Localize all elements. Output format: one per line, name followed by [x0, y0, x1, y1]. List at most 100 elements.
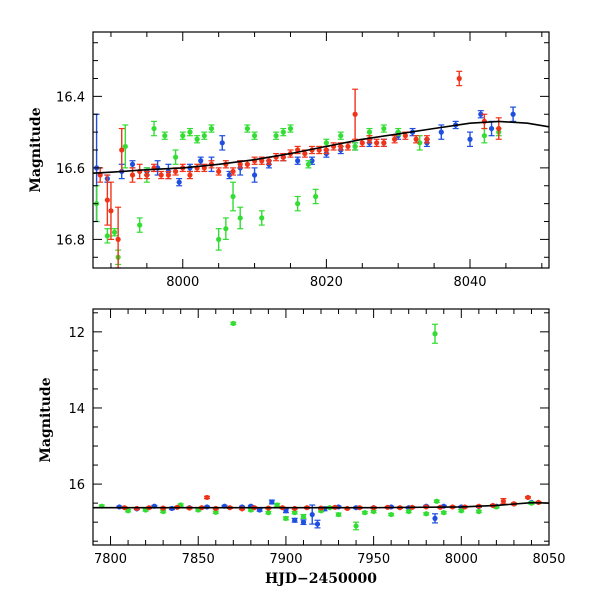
bottom-x-tick-label: 7950 [357, 552, 390, 567]
data-point [300, 513, 307, 520]
top-red-point [115, 206, 122, 269]
bottom-y-tick-label: 14 [68, 402, 85, 417]
data-point [230, 193, 236, 200]
data-point [201, 133, 207, 139]
data-point [525, 494, 531, 501]
data-point [305, 161, 312, 167]
top-red-point [107, 181, 114, 240]
top-green-point [305, 160, 312, 169]
data-point [151, 125, 157, 132]
top-green-point [208, 124, 215, 133]
top-green-point [237, 206, 244, 230]
data-point [300, 519, 307, 525]
data-point [362, 510, 368, 516]
data-point [266, 158, 272, 164]
bottom-green-point [405, 508, 412, 515]
bottom-blue-point [300, 519, 307, 526]
top-green-point [230, 181, 237, 212]
data-point [287, 125, 294, 132]
top-red-point [344, 142, 351, 151]
data-point [441, 510, 447, 516]
bottom-blue-point [256, 507, 263, 513]
data-point [352, 143, 358, 150]
top-green-point [194, 135, 201, 144]
data-point [402, 133, 408, 139]
data-point [119, 147, 125, 153]
bottom-green-point [475, 508, 482, 515]
top-panel: 8000 8020 8040 16.4 16.6 16.8 Magnitude [28, 31, 550, 290]
data-point [313, 193, 319, 200]
bottom-green-point [212, 509, 219, 515]
data-point [122, 143, 128, 150]
bottom-green-point [432, 323, 438, 344]
bottom-green-point [291, 510, 298, 516]
data-point [129, 172, 136, 178]
top-red-point [413, 135, 420, 144]
data-point [115, 236, 121, 242]
data-point [162, 133, 168, 139]
data-point [213, 509, 219, 515]
bottom-red-point [500, 497, 507, 505]
data-point [244, 125, 250, 132]
top-red-point [129, 167, 136, 183]
top-green-point [215, 228, 222, 251]
top-green-point [104, 228, 111, 244]
data-point [309, 158, 315, 164]
bottom-blue-point [291, 517, 298, 523]
bottom-blue-point [268, 499, 275, 505]
data-point [488, 125, 495, 132]
top-blue-point [294, 156, 301, 165]
bottom-x-tick-label: 7900 [269, 552, 302, 567]
top-blue-point [438, 124, 445, 140]
data-point [108, 208, 114, 214]
data-point [269, 499, 275, 505]
data-point [111, 229, 118, 235]
data-point [392, 136, 398, 142]
top-red-point [143, 170, 150, 180]
bottom-green-point [282, 515, 289, 521]
top-green-point [280, 127, 287, 137]
data-point [158, 172, 164, 178]
bottom-x-tick-label: 7800 [94, 552, 127, 567]
data-point [97, 172, 103, 178]
bottom-panel: 7800 7850 7900 7950 8000 8050 12 14 16 Magnitude… [38, 308, 566, 587]
data-point [338, 143, 344, 150]
top-red-point [423, 135, 430, 144]
top-red-point [104, 174, 111, 226]
top-red-point [97, 167, 104, 183]
data-point [456, 75, 462, 82]
data-point [230, 320, 236, 327]
top-red-point [215, 167, 222, 176]
bottom-blue-point [432, 513, 438, 524]
top-y-tick-label: 16.6 [56, 162, 85, 177]
data-point [208, 125, 215, 132]
data-point [467, 136, 473, 142]
data-point [292, 510, 298, 516]
data-point [366, 129, 373, 135]
top-green-point [337, 131, 344, 140]
bottom-ticks: 7800 7850 7900 7950 8000 8050 12 14 16 [68, 309, 566, 567]
top-blue-point [219, 135, 226, 151]
top-x-tick-label: 8040 [453, 275, 486, 290]
bottom-green-point [195, 507, 202, 513]
bottom-y-axis-label: Magnitude [38, 377, 54, 462]
top-red-point [194, 163, 201, 173]
data-point [424, 136, 430, 142]
top-red-point [186, 170, 193, 180]
top-red-point [456, 70, 463, 87]
top-red-point [158, 170, 165, 180]
top-blue-point [488, 120, 495, 137]
data-point [125, 508, 131, 514]
bottom-green-point [458, 508, 465, 514]
bottom-green-point [433, 498, 440, 504]
top-green-point [273, 131, 280, 140]
data-point [219, 140, 225, 146]
data-point [274, 502, 280, 508]
data-point [137, 222, 143, 228]
data-point [309, 511, 315, 518]
bottom-red-point [204, 494, 210, 501]
top-red-point [244, 160, 251, 169]
data-point [438, 129, 444, 135]
top-green-point [136, 217, 143, 233]
